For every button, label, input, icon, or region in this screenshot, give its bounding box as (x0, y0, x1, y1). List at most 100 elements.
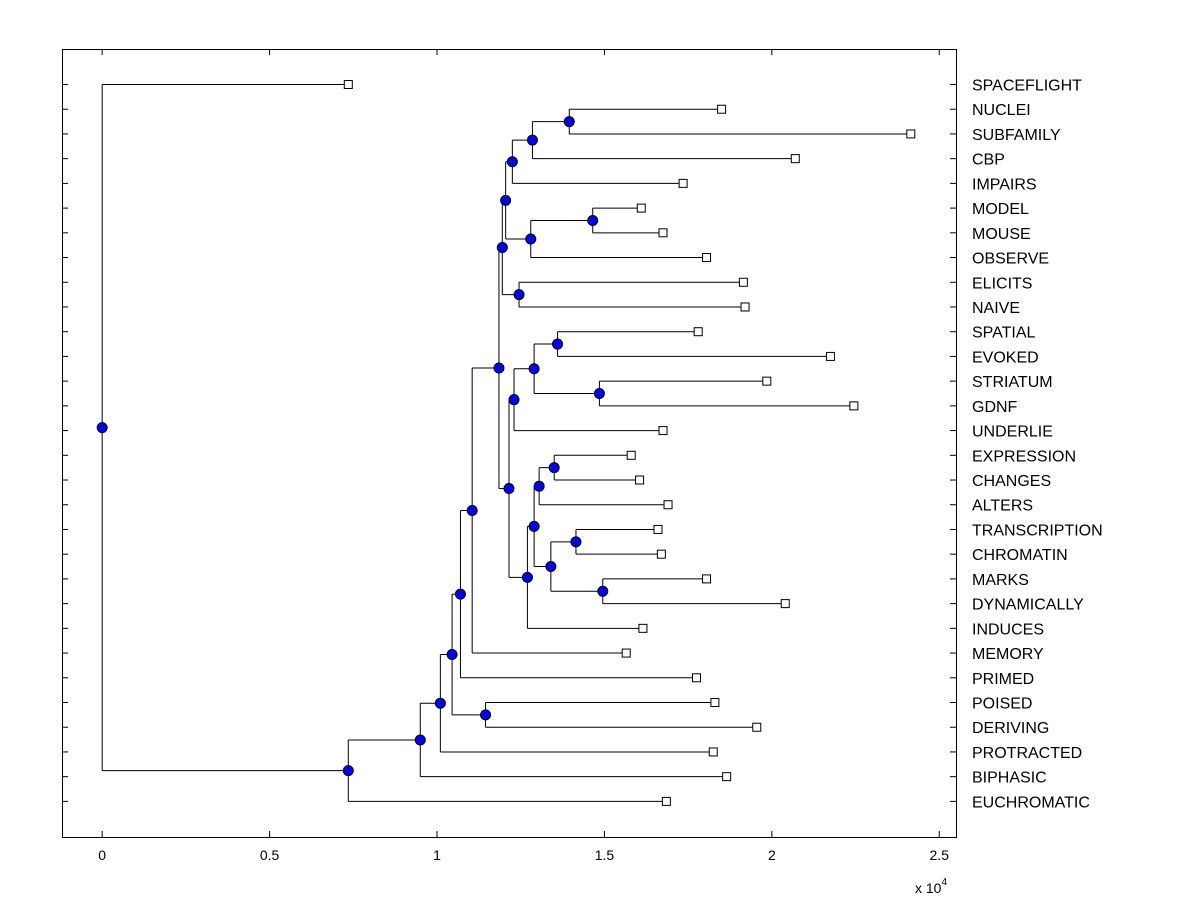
node-marker (525, 233, 537, 245)
node-marker (563, 116, 575, 128)
x-multiplier-label: x 104 (915, 877, 947, 896)
leaf-label: EVOKED (972, 349, 1039, 366)
leaf-marker (693, 327, 703, 337)
node-marker (414, 734, 426, 746)
leaf-marker (762, 376, 772, 386)
x-tick-label: 0.5 (260, 847, 280, 863)
node-marker (533, 480, 545, 492)
leaf-marker (658, 426, 668, 436)
node-marker (503, 483, 515, 495)
leaf-marker (663, 500, 673, 510)
leaf-marker (636, 203, 646, 213)
leaf-label: ELICITS (972, 275, 1032, 292)
plot-frame (62, 49, 957, 838)
leaf-marker (717, 104, 727, 114)
leaf-marker (635, 475, 645, 485)
node-marker (466, 505, 478, 517)
leaf-label: EXPRESSION (972, 448, 1076, 465)
node-marker (545, 561, 557, 573)
leaf-marker (621, 648, 631, 658)
leaf-marker (343, 80, 353, 89)
y-ticks (62, 84, 956, 802)
leaf-label: SUBFAMILY (972, 127, 1061, 144)
node-marker (508, 394, 520, 406)
leaf-label: DYNAMICALLY (972, 597, 1084, 614)
node-marker (521, 571, 533, 583)
node-marker (480, 709, 492, 721)
leaf-marker (708, 747, 718, 757)
leaf-label: POISED (972, 696, 1032, 713)
leaf-marker (658, 228, 668, 238)
leaf-marker (661, 796, 671, 806)
node-marker (493, 362, 505, 374)
node-marker (500, 194, 512, 206)
leaf-marker (656, 549, 666, 559)
leaf-label: BIPHASIC (972, 770, 1047, 787)
leaf-marker (780, 599, 790, 609)
leaf-marker (638, 623, 648, 633)
leaf-label: TRANSCRIPTION (972, 522, 1103, 539)
x-tick-label: 1.5 (595, 847, 615, 863)
leaf-marker (678, 178, 688, 188)
leaf-label: INDUCES (972, 621, 1044, 638)
leaf-label: MEMORY (972, 646, 1044, 663)
branches (101, 84, 911, 802)
leaf-marker (710, 698, 720, 707)
leaf-label: UNDERLIE (972, 424, 1053, 441)
node-marker (593, 388, 605, 399)
leaf-marker (740, 302, 750, 312)
leaf-label: SPACEFLIGHT (972, 78, 1082, 95)
leaf-label: NUCLEI (972, 102, 1031, 119)
node-marker (506, 156, 518, 168)
leaf-label: OBSERVE (972, 251, 1049, 268)
leaf-marker (653, 524, 663, 534)
x-tick-labels: 0 0.5 1 1.5 2 2.5 (98, 847, 949, 863)
x-tick-label: 1 (433, 847, 441, 863)
leaf-marker (906, 129, 916, 139)
node-marker (342, 765, 354, 777)
leaf-marker (849, 401, 859, 411)
leaf-marker (702, 574, 712, 584)
leaf-label: IMPAIRS (972, 176, 1037, 193)
leaf-label: PROTRACTED (972, 745, 1082, 762)
leaf-marker (752, 722, 762, 732)
node-marker (548, 462, 560, 474)
node-marker (454, 588, 466, 600)
node-marker (587, 214, 599, 226)
leaf-marker (702, 253, 712, 263)
node-marker (552, 338, 564, 350)
node-markers (96, 116, 609, 777)
leaf-marker (692, 673, 702, 683)
node-marker (496, 241, 508, 253)
node-marker (570, 536, 582, 548)
leaf-label: EUCHROMATIC (972, 794, 1090, 811)
node-marker (434, 697, 446, 709)
node-marker (528, 363, 540, 375)
x-tick-label: 0 (98, 847, 106, 863)
node-marker (526, 134, 538, 146)
node-marker (446, 649, 458, 661)
leaf-label: GDNF (972, 399, 1018, 416)
leaf-label: CHROMATIN (972, 547, 1068, 564)
leaf-label: CBP (972, 152, 1005, 169)
leaf-label: PRIMED (972, 671, 1034, 688)
leaf-marker (790, 154, 800, 164)
leaf-marker (825, 351, 835, 361)
leaf-label: MOUSE (972, 226, 1031, 243)
leaf-label: ALTERS (972, 498, 1033, 515)
leaf-label: SPATIAL (972, 325, 1036, 342)
leaf-label: CHANGES (972, 473, 1051, 490)
x-ticks (101, 49, 940, 837)
leaf-marker (722, 772, 732, 782)
leaf-label: MARKS (972, 572, 1029, 589)
x-tick-label: 2 (768, 847, 776, 863)
node-marker (528, 520, 540, 532)
x-tick-label: 2.5 (930, 847, 950, 863)
leaf-label: NAIVE (972, 300, 1020, 317)
leaf-label: MODEL (972, 201, 1029, 218)
leaf-markers (343, 80, 916, 806)
leaf-label: STRIATUM (972, 374, 1053, 391)
leaf-label: DERIVING (972, 720, 1049, 737)
leaf-marker (738, 277, 748, 287)
